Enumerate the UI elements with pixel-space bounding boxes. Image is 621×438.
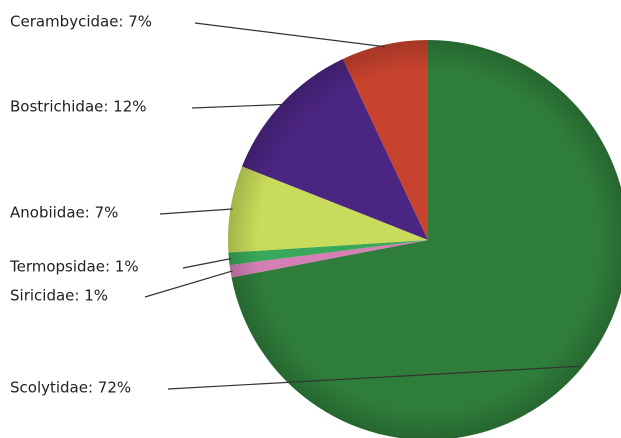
slice-label: Anobiidae: 7%	[10, 204, 118, 222]
labels: Scolytidae: 72% Siricidae: 1% Termopsidae:…	[9, 13, 581, 397]
slice-label: Termopsidae: 1%	[9, 258, 139, 276]
leader-line	[167, 365, 581, 390]
slice-label: Bostrichidae: 12%	[10, 98, 147, 116]
slice-label: Cerambycidae: 7%	[10, 13, 152, 31]
slice-label: Siricidae: 1%	[10, 287, 108, 305]
leader-line	[159, 208, 233, 215]
pie	[228, 40, 621, 438]
leader-line	[191, 103, 284, 109]
slice-label: Scolytidae: 72%	[10, 379, 131, 397]
leader-line	[182, 258, 231, 269]
leader-line	[194, 22, 385, 48]
leader-line	[144, 270, 233, 298]
